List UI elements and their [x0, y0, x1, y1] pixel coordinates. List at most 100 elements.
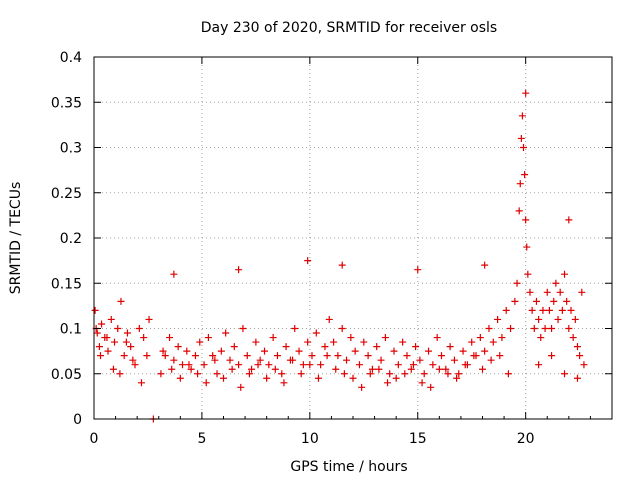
data-point — [131, 361, 139, 369]
data-point — [502, 306, 510, 314]
data-point — [409, 361, 417, 369]
data-point — [111, 338, 119, 346]
data-point — [522, 216, 530, 224]
data-point — [226, 356, 234, 364]
data-point — [524, 270, 532, 278]
data-point — [481, 261, 489, 269]
data-point — [103, 334, 111, 342]
data-point — [254, 361, 262, 369]
data-point — [573, 374, 581, 382]
grid — [94, 57, 612, 419]
data-point — [228, 365, 236, 373]
data-points — [91, 89, 588, 423]
data-point — [297, 370, 305, 378]
data-point — [399, 338, 407, 346]
data-point — [278, 370, 286, 378]
data-point — [261, 347, 269, 355]
data-point — [170, 356, 178, 364]
data-point — [496, 352, 504, 360]
data-point — [476, 334, 484, 342]
data-point — [168, 365, 176, 373]
data-point — [515, 207, 523, 215]
data-point — [187, 365, 195, 373]
x-tick-label: 10 — [301, 431, 319, 447]
data-point — [461, 361, 469, 369]
data-point — [561, 370, 569, 378]
data-point — [435, 365, 443, 373]
data-point — [230, 343, 238, 351]
data-point — [407, 365, 415, 373]
data-point — [347, 334, 355, 342]
x-tick-label: 0 — [90, 431, 99, 447]
data-point — [429, 361, 437, 369]
data-point — [386, 370, 394, 378]
data-point — [269, 334, 277, 342]
data-point — [535, 315, 543, 323]
data-point — [194, 370, 202, 378]
data-point — [273, 352, 281, 360]
data-point — [209, 352, 217, 360]
data-point — [235, 361, 243, 369]
data-point — [543, 288, 551, 296]
data-point — [550, 297, 558, 305]
data-point — [580, 361, 588, 369]
data-point — [532, 297, 540, 305]
data-point — [317, 361, 325, 369]
data-point — [330, 338, 338, 346]
x-tick-label: 5 — [197, 431, 206, 447]
y-tick-label: 0.05 — [51, 367, 82, 383]
data-point — [143, 352, 151, 360]
data-point — [528, 306, 536, 314]
data-point — [416, 356, 424, 364]
data-point — [239, 325, 247, 332]
data-point — [135, 325, 143, 332]
data-point — [116, 370, 124, 378]
data-point — [523, 243, 531, 251]
data-point — [321, 343, 329, 351]
y-tick-label: 0.25 — [51, 186, 82, 202]
data-point — [437, 352, 445, 360]
data-point — [412, 343, 420, 351]
y-tick-label: 0.15 — [51, 276, 82, 292]
data-point — [425, 347, 433, 355]
data-point — [511, 297, 519, 305]
data-point — [334, 352, 342, 360]
data-point — [479, 365, 486, 373]
data-point — [120, 352, 128, 360]
data-point — [220, 374, 227, 382]
data-point — [539, 306, 547, 314]
data-point — [558, 306, 566, 314]
y-tick-label: 0.35 — [51, 95, 82, 111]
data-point — [235, 266, 243, 274]
y-axis-label: SRMTID / TECUs — [8, 182, 24, 295]
data-point — [418, 379, 426, 387]
y-tick-label: 0.1 — [60, 322, 82, 338]
data-point — [338, 325, 346, 332]
data-point — [351, 347, 359, 355]
data-point — [414, 266, 422, 274]
data-point — [157, 370, 165, 378]
data-point — [338, 261, 346, 269]
data-point — [364, 352, 372, 360]
data-point — [433, 334, 441, 342]
data-point — [191, 352, 199, 360]
data-point — [563, 297, 571, 305]
data-point — [200, 361, 208, 369]
data-point — [176, 374, 184, 382]
data-point — [522, 89, 530, 97]
data-point — [166, 334, 174, 342]
data-point — [343, 356, 351, 364]
data-point — [401, 370, 409, 378]
data-point — [104, 347, 112, 355]
data-point — [137, 379, 145, 387]
data-point — [518, 112, 526, 120]
data-point — [107, 315, 115, 323]
data-point — [299, 361, 307, 369]
data-point — [280, 379, 288, 387]
data-point — [516, 180, 524, 188]
data-point — [256, 356, 264, 364]
y-tick-label: 0.2 — [60, 231, 82, 247]
data-point — [355, 361, 363, 369]
data-point — [569, 334, 577, 342]
data-point — [520, 144, 528, 151]
